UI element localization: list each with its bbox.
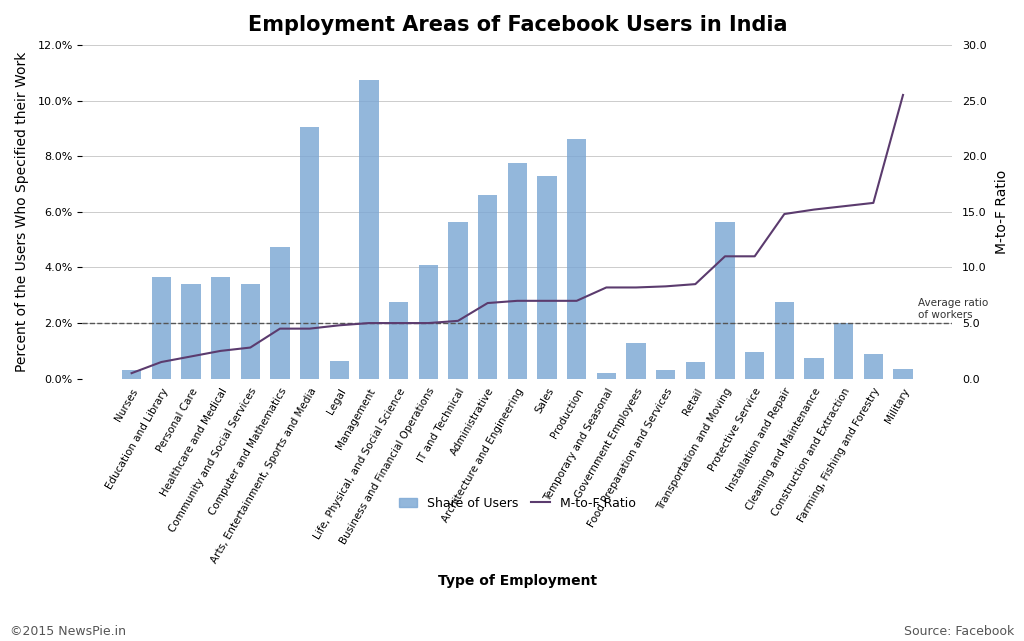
Bar [656,370,675,379]
Bar [627,342,646,379]
Bar [597,373,616,379]
Bar [389,302,409,379]
Bar [538,176,557,379]
Bar [716,222,734,379]
Bar [330,361,349,379]
Bar [359,79,379,379]
Bar [863,354,883,379]
Bar [686,362,705,379]
Bar [211,277,230,379]
Bar [241,284,260,379]
Bar [270,247,290,379]
Bar [478,195,498,379]
Title: Employment Areas of Facebook Users in India: Employment Areas of Facebook Users in In… [248,15,787,35]
Bar [300,127,319,379]
Y-axis label: Percent of the Users Who Specified their Work: Percent of the Users Who Specified their… [15,52,29,372]
Bar [152,277,171,379]
Text: Source: Facebook: Source: Facebook [903,625,1014,638]
Bar [567,140,587,379]
Bar [508,163,527,379]
Bar [775,302,794,379]
Bar [449,222,468,379]
Bar [893,369,912,379]
X-axis label: Type of Employment: Type of Employment [437,574,597,588]
Bar [122,370,141,379]
Bar [745,353,764,379]
Text: ©2015 NewsPie.in: ©2015 NewsPie.in [10,625,126,638]
Bar [181,284,201,379]
Bar [805,358,823,379]
Bar [834,323,853,379]
Text: Average ratio
of workers: Average ratio of workers [918,298,988,320]
Legend: Share of Users, M-to-F Ratio: Share of Users, M-to-F Ratio [393,492,641,515]
Y-axis label: M-to-F Ratio: M-to-F Ratio [995,170,1009,254]
Bar [419,265,438,379]
